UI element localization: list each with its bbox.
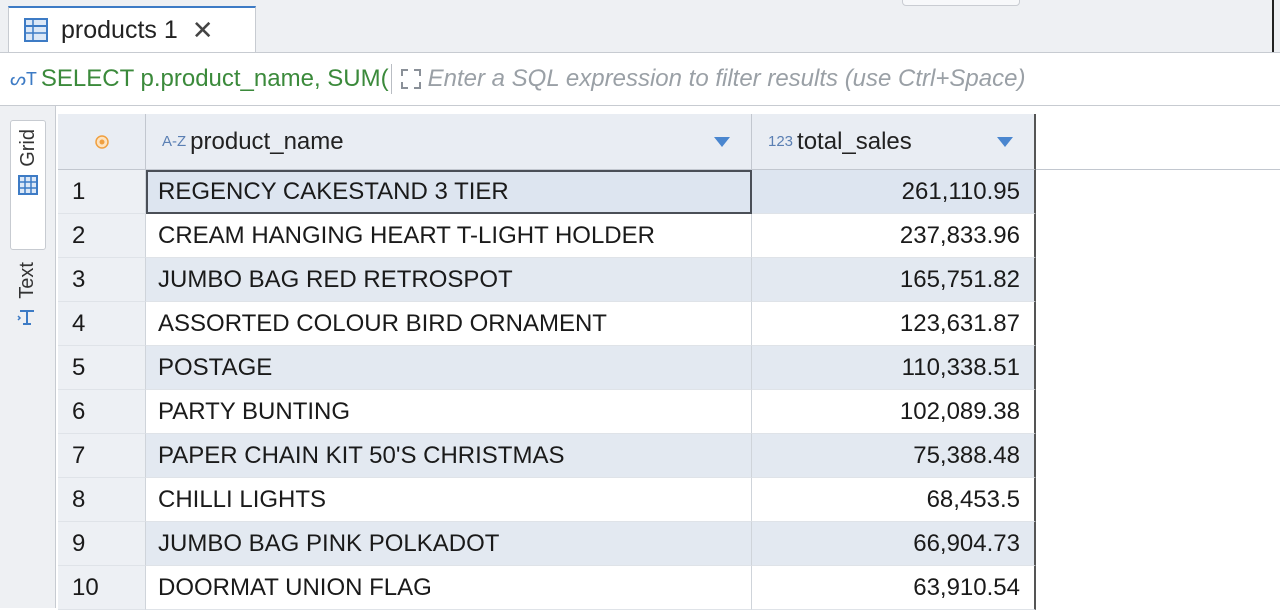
column-title: product_name [190,127,344,155]
column-title: total_sales [797,127,912,155]
cell-total-sales[interactable]: 63,910.54 [752,566,1036,610]
row-number[interactable]: 8 [58,478,146,522]
table-row[interactable]: 4 ASSORTED COLOUR BIRD ORNAMENT 123,631.… [58,302,1036,346]
toolbar-button-partial[interactable] [902,0,1020,6]
cell-product-name[interactable]: PAPER CHAIN KIT 50'S CHRISTMAS [146,434,752,478]
close-icon[interactable]: ✕ [191,15,214,45]
cell-product-name[interactable]: ASSORTED COLOUR BIRD ORNAMENT [146,302,752,346]
select-all-icon [94,134,109,149]
cell-product-name[interactable]: CREAM HANGING HEART T-LIGHT HOLDER [146,214,752,258]
grid-corner[interactable] [58,114,146,170]
side-tab-text[interactable]: Text [10,254,44,374]
row-number[interactable]: 2 [58,214,146,258]
table-row[interactable]: 7 PAPER CHAIN KIT 50'S CHRISTMAS 75,388.… [58,434,1036,478]
editor-tab-bar: products 1 ✕ [0,0,1280,52]
filter-bar: ᔕT SELECT p.product_name, SUM( [0,52,1280,106]
cell-total-sales[interactable]: 68,453.5 [752,478,1036,522]
window-frame-edge [1272,0,1274,52]
query-preview[interactable]: SELECT p.product_name, SUM( [40,65,389,92]
side-tab-grid[interactable]: Grid [10,120,46,250]
text-view-icon [17,309,34,325]
chevron-down-icon[interactable] [996,136,1014,148]
cell-total-sales[interactable]: 165,751.82 [752,258,1036,302]
cell-product-name[interactable]: JUMBO BAG RED RETROSPOT [146,258,752,302]
cell-total-sales[interactable]: 102,089.38 [752,390,1036,434]
row-number[interactable]: 5 [58,346,146,390]
chevron-down-icon[interactable] [713,136,731,148]
string-type-icon: A-Z [162,133,187,150]
cell-total-sales[interactable]: 123,631.87 [752,302,1036,346]
sql-icon: ᔕT [10,68,37,90]
table-row[interactable]: 9 JUMBO BAG PINK POLKADOT 66,904.73 [58,522,1036,566]
cell-product-name[interactable]: POSTAGE [146,346,752,390]
cell-product-name[interactable]: JUMBO BAG PINK POLKADOT [146,522,752,566]
table-row[interactable]: 5 POSTAGE 110,338.51 [58,346,1036,390]
row-number[interactable]: 10 [58,566,146,610]
filter-expression-input[interactable] [427,65,1188,93]
row-number[interactable]: 9 [58,522,146,566]
row-number[interactable]: 1 [58,170,146,214]
row-number[interactable]: 7 [58,434,146,478]
column-header-total-sales[interactable]: 123 total_sales [752,114,1036,170]
table-row[interactable]: 2 CREAM HANGING HEART T-LIGHT HOLDER 237… [58,214,1036,258]
table-grid-icon [24,18,48,42]
column-header-product-name[interactable]: A-Z product_name [146,114,752,170]
tab-products-1[interactable]: products 1 ✕ [8,6,256,52]
cell-total-sales[interactable]: 261,110.95 [752,170,1036,214]
cell-total-sales[interactable]: 66,904.73 [752,522,1036,566]
row-number[interactable]: 6 [58,390,146,434]
grid-header-filler [1036,114,1280,170]
number-type-icon: 123 [768,133,794,150]
row-number[interactable]: 3 [58,258,146,302]
cell-total-sales[interactable]: 75,388.48 [752,434,1036,478]
cell-product-name[interactable]: CHILLI LIGHTS [146,478,752,522]
row-number[interactable]: 4 [58,302,146,346]
grid-icon [18,174,38,195]
side-tab-label: Grid [16,129,39,167]
side-tab-label: Text [15,262,38,299]
table-row[interactable]: 1 REGENCY CAKESTAND 3 TIER 261,110.95 [58,170,1036,214]
table-row[interactable]: 6 PARTY BUNTING 102,089.38 [58,390,1036,434]
divider [390,64,392,94]
view-switcher: Grid Text [0,106,56,608]
cell-product-name[interactable]: PARTY BUNTING [146,390,752,434]
cell-product-name[interactable]: REGENCY CAKESTAND 3 TIER [146,170,752,214]
tab-label: products 1 [61,15,178,44]
expand-icon[interactable] [400,68,422,90]
cell-total-sales[interactable]: 237,833.96 [752,214,1036,258]
cell-total-sales[interactable]: 110,338.51 [752,346,1036,390]
table-row[interactable]: 3 JUMBO BAG RED RETROSPOT 165,751.82 [58,258,1036,302]
cell-product-name[interactable]: DOORMAT UNION FLAG [146,566,752,610]
table-row[interactable]: 10 DOORMAT UNION FLAG 63,910.54 [58,566,1036,610]
table-row[interactable]: 8 CHILLI LIGHTS 68,453.5 [58,478,1036,522]
